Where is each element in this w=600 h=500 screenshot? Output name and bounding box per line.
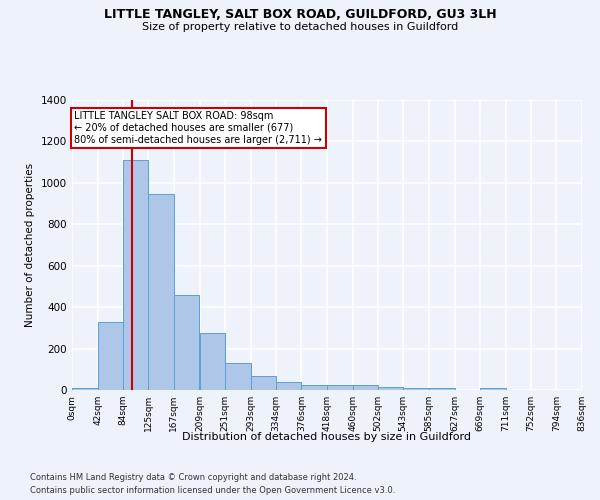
Bar (403, 388, 429, 390)
Text: Size of property relative to detached houses in Guildford: Size of property relative to detached ho… (142, 22, 458, 32)
Text: Contains HM Land Registry data © Crown copyright and database right 2024.: Contains HM Land Registry data © Crown c… (30, 472, 356, 482)
Bar (327, 385, 353, 390)
Bar (378, 387, 403, 390)
Bar (480, 388, 506, 390)
Bar (276, 382, 301, 390)
Bar (148, 194, 174, 390)
Bar (353, 386, 378, 390)
Text: LITTLE TANGLEY SALT BOX ROAD: 98sqm
← 20% of detached houses are smaller (677)
8: LITTLE TANGLEY SALT BOX ROAD: 98sqm ← 20… (74, 112, 322, 144)
Bar (199, 333, 225, 390)
Text: Distribution of detached houses by size in Guildford: Distribution of detached houses by size … (182, 432, 472, 442)
Bar (98, 322, 123, 390)
Text: Contains public sector information licensed under the Open Government Licence v3: Contains public sector information licen… (30, 486, 395, 495)
Bar (225, 363, 251, 390)
Bar (72, 388, 98, 390)
Bar (251, 376, 276, 390)
Bar (123, 160, 148, 390)
Y-axis label: Number of detached properties: Number of detached properties (25, 163, 35, 327)
Bar (301, 386, 327, 390)
Bar (429, 388, 455, 390)
Text: LITTLE TANGLEY, SALT BOX ROAD, GUILDFORD, GU3 3LH: LITTLE TANGLEY, SALT BOX ROAD, GUILDFORD… (104, 8, 496, 20)
Bar (174, 294, 199, 390)
